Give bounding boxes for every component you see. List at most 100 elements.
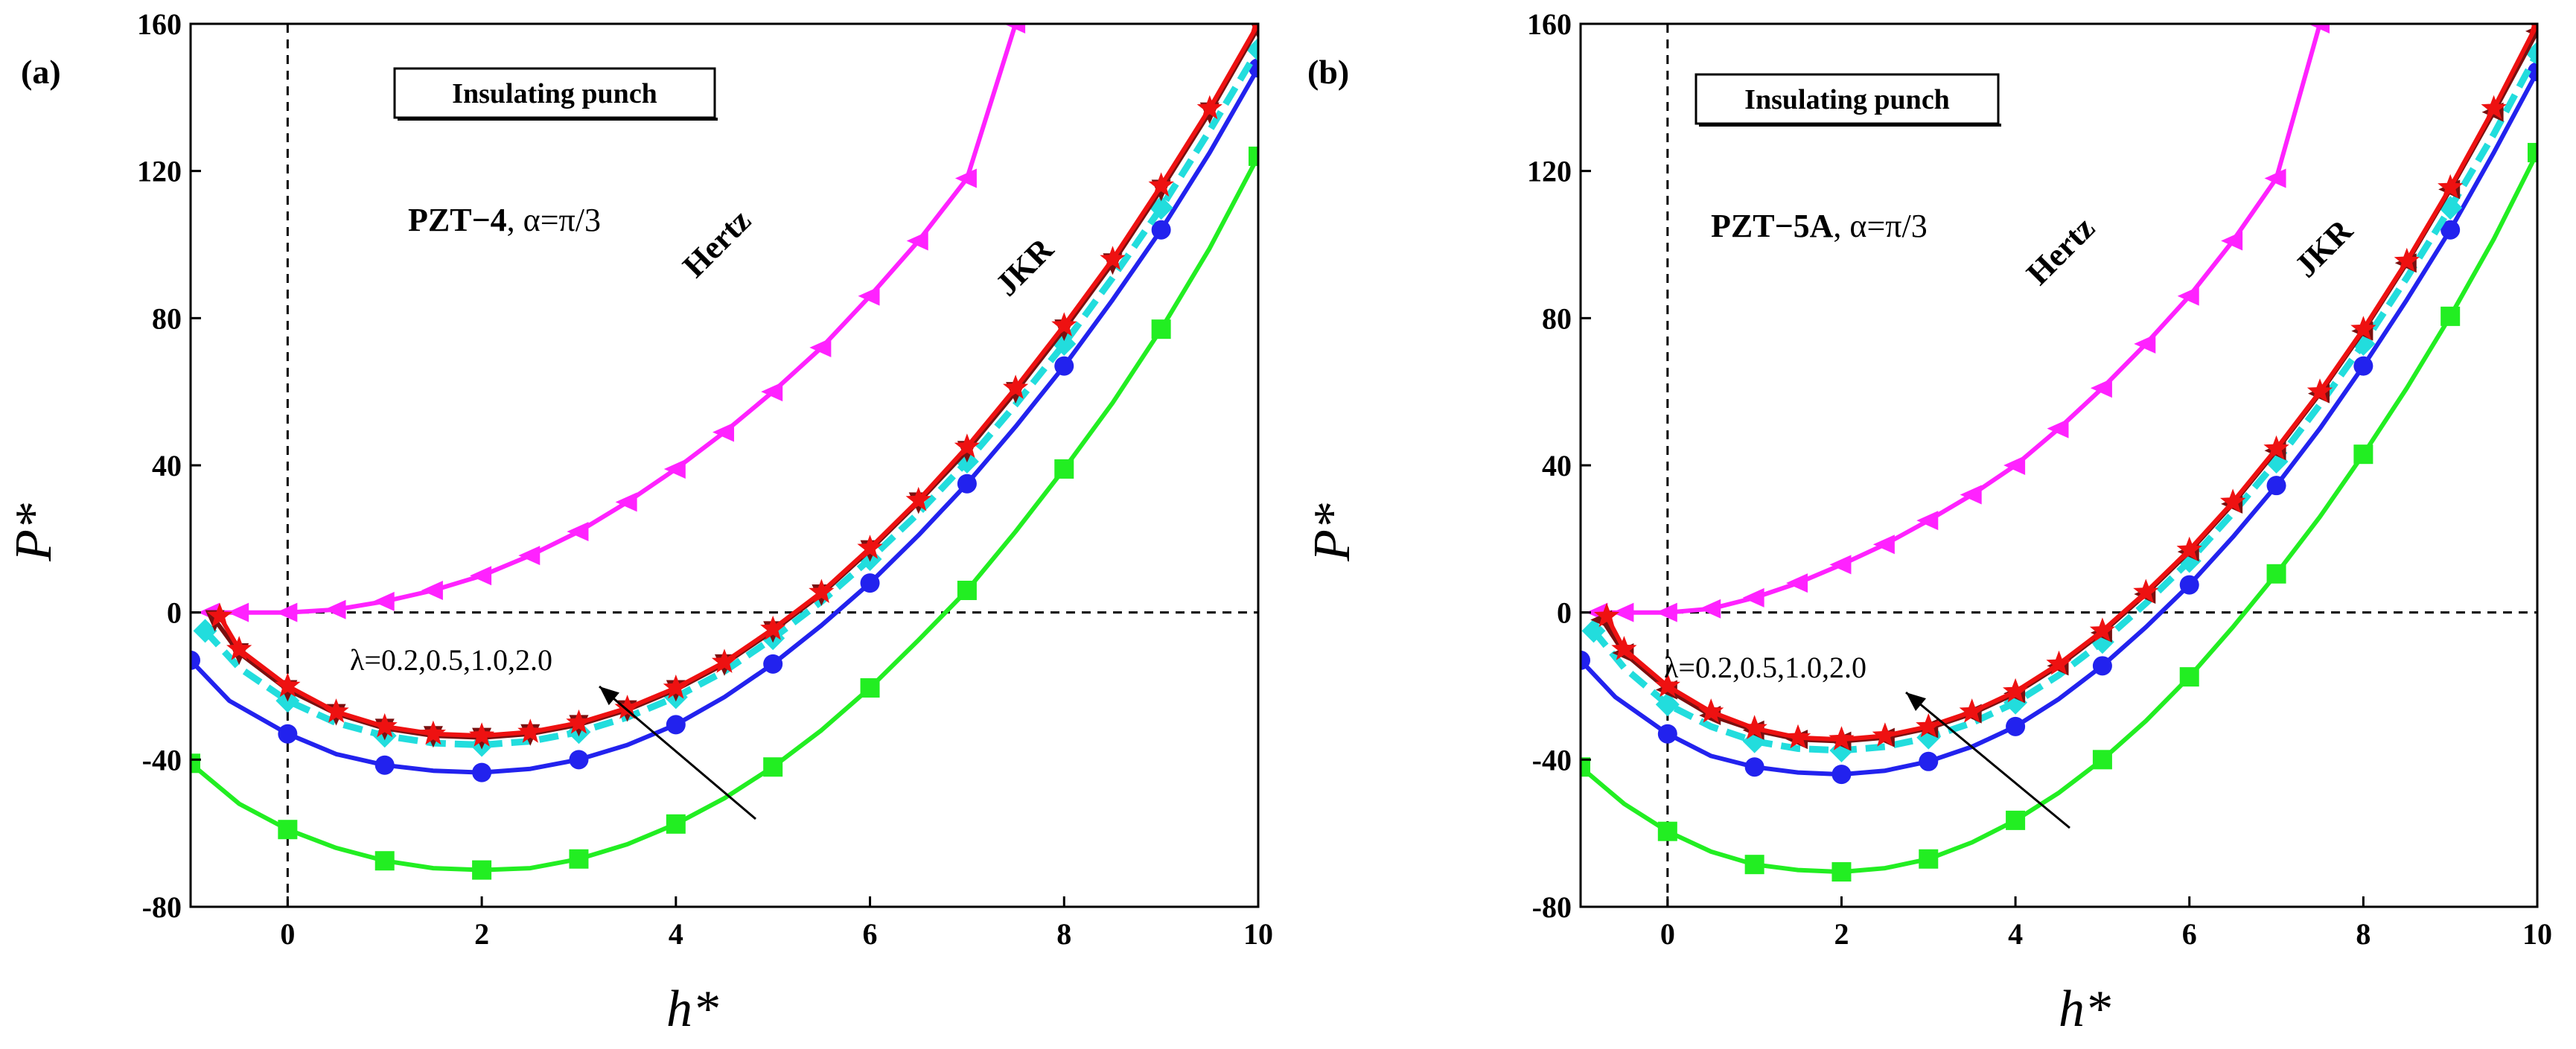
data-point-0-3	[1699, 599, 1721, 619]
data-point-5-13	[809, 578, 835, 603]
data-point-5-7	[517, 718, 543, 743]
lambda-arrow	[1905, 691, 2070, 829]
data-point-0-9	[615, 492, 637, 512]
data-point-5-15	[2220, 488, 2246, 513]
data-point-1-2	[278, 820, 298, 840]
y-tick-label-4: 80	[152, 302, 182, 335]
data-point-2-16	[957, 474, 977, 494]
y-tick-label-2: 0	[1557, 596, 1572, 630]
data-point-0-13	[809, 337, 832, 357]
x-tick-label-5: 10	[2522, 917, 2552, 951]
data-point-0-12	[2090, 378, 2112, 398]
data-point-0-15	[2221, 231, 2243, 251]
data-point-0-17	[1004, 24, 1026, 34]
data-point-1-12	[763, 757, 783, 777]
data-point-5-4	[1741, 715, 1767, 739]
alpha-text: , α=π/3	[1833, 208, 1927, 244]
title-box-text: Insulating punch	[452, 78, 657, 109]
data-point-0-6	[1829, 555, 1852, 575]
x-tick-label-2: 4	[669, 917, 683, 951]
data-point-0-9	[1960, 485, 1982, 505]
data-point-5-19	[1100, 246, 1126, 270]
data-point-2-10	[666, 715, 686, 735]
panel-a: 0 2 4 6 8 10 -80 -40 0 40 80 120 160 h* P* (a) Insulatin…	[5, 7, 1273, 1038]
title-box-shadow	[1699, 124, 2001, 127]
series-line-2	[191, 66, 1258, 775]
x-axis-title: h*	[2059, 981, 2111, 1038]
data-point-0-16	[954, 168, 977, 188]
data-point-2-2	[278, 724, 298, 744]
data-point-5-20	[1148, 172, 1174, 197]
data-point-1-22	[1249, 146, 1258, 166]
data-point-1-20	[2440, 306, 2461, 326]
data-point-0-13	[2134, 334, 2156, 354]
data-point-5-12	[760, 615, 786, 640]
data-point-3-22	[1246, 37, 1258, 62]
data-point-1-6	[1831, 862, 1852, 882]
data-point-5-18	[2350, 316, 2376, 340]
series-group	[1581, 24, 2537, 882]
panel-label: (b)	[1307, 53, 1349, 91]
data-point-5-9	[614, 695, 640, 719]
lambda-arrowhead	[599, 686, 619, 706]
data-point-0-12	[761, 382, 783, 402]
data-point-0-11	[712, 422, 734, 442]
data-point-1-20	[1151, 319, 1171, 339]
data-point-0-7	[518, 546, 541, 566]
y-tick-label-1: -40	[142, 743, 182, 777]
data-point-0-1	[227, 602, 249, 622]
data-point-0-7	[1872, 535, 1895, 555]
data-point-5-1	[1611, 636, 1637, 660]
data-point-5-21	[1196, 95, 1222, 120]
data-point-1-14	[2179, 667, 2199, 687]
data-point-5-6	[469, 722, 495, 747]
data-point-2-20	[1151, 220, 1171, 240]
data-point-1-14	[860, 677, 880, 698]
data-point-0-17	[2307, 24, 2330, 34]
data-point-5-10	[2003, 677, 2029, 703]
data-point-2-6	[472, 762, 492, 782]
panel-label: (a)	[21, 53, 61, 91]
data-point-1-8	[569, 849, 589, 869]
x-tick-label-0: 0	[1660, 917, 1675, 951]
data-point-1-18	[1054, 459, 1074, 479]
data-point-3-2	[1655, 692, 1680, 717]
title-box	[1695, 73, 2000, 125]
data-point-5-2	[1654, 672, 1680, 698]
data-point-0-4	[1742, 587, 1764, 608]
data-point-0-5	[421, 581, 443, 601]
series-line-1	[1581, 151, 2537, 875]
data-point-0-3	[324, 599, 346, 619]
data-point-1-0	[1581, 757, 1590, 777]
x-tick-label-3: 6	[863, 917, 878, 951]
data-point-2-12	[763, 654, 783, 674]
series-group	[191, 24, 1258, 880]
data-point-5-14	[2176, 536, 2202, 561]
x-tick-label-4: 8	[1056, 917, 1071, 951]
data-point-2-10	[2006, 716, 2026, 736]
data-point-2-8	[569, 750, 589, 770]
data-point-5-7	[1872, 722, 1898, 747]
data-point-0-1	[1612, 602, 1634, 622]
data-point-2-22	[2528, 62, 2537, 82]
y-tick-label-3: 40	[152, 449, 182, 482]
data-point-5-9	[1959, 698, 1985, 723]
data-point-5-8	[1916, 712, 1942, 738]
data-point-3-0	[193, 619, 217, 643]
material-name: PZT−5A	[1711, 208, 1834, 244]
y-tick-label-1: -40	[1532, 743, 1572, 777]
series-line-1	[191, 155, 1258, 873]
data-point-5-1	[226, 636, 252, 660]
data-point-2-4	[1744, 757, 1764, 777]
series-line-3	[1591, 51, 2537, 754]
data-point-2-18	[2353, 356, 2373, 376]
y-tick-label-5: 120	[137, 155, 182, 188]
y-tick-label-6: 160	[1527, 7, 1572, 41]
alpha-text: , α=π/3	[507, 202, 601, 238]
data-point-2-0	[191, 650, 200, 670]
y-axis-title: P*	[5, 503, 63, 562]
data-point-0-15	[906, 231, 928, 251]
data-point-5-0	[1593, 602, 1620, 628]
y-tick-label-5: 120	[1527, 155, 1572, 188]
